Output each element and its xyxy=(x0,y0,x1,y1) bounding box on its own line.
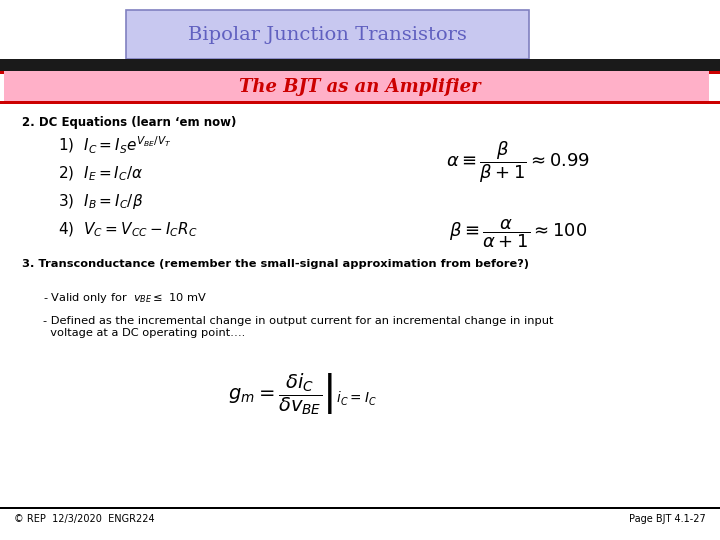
Bar xyxy=(0,59,720,71)
Text: 3. Transconductance (remember the small-signal approximation from before?): 3. Transconductance (remember the small-… xyxy=(22,259,528,269)
Text: $\alpha \equiv \dfrac{\beta}{\beta+1} \approx 0.99$: $\alpha \equiv \dfrac{\beta}{\beta+1} \a… xyxy=(446,139,590,185)
Text: $4)\ \ V_C = V_{CC} - I_C R_C$: $4)\ \ V_C = V_{CC} - I_C R_C$ xyxy=(58,221,197,239)
Bar xyxy=(0,101,720,104)
Text: $g_m = \left.\dfrac{\delta i_C}{\delta v_{BE}}\right|_{i_C = I_C}$: $g_m = \left.\dfrac{\delta i_C}{\delta v… xyxy=(228,372,377,417)
Bar xyxy=(0,71,720,74)
Text: Bipolar Junction Transistors: Bipolar Junction Transistors xyxy=(188,25,467,44)
Text: $1)\ \ I_C = I_S e^{V_{BE}/V_T}$: $1)\ \ I_C = I_S e^{V_{BE}/V_T}$ xyxy=(58,135,171,157)
Bar xyxy=(0,507,720,509)
Text: Page BJT 4.1-27: Page BJT 4.1-27 xyxy=(629,515,706,524)
Text: $3)\ \ I_B = I_C / \beta$: $3)\ \ I_B = I_C / \beta$ xyxy=(58,192,143,212)
Text: © REP  12/3/2020  ENGR224: © REP 12/3/2020 ENGR224 xyxy=(14,515,155,524)
Text: - Defined as the incremental change in output current for an incremental change : - Defined as the incremental change in o… xyxy=(43,316,554,338)
Text: 2. DC Equations (learn ‘em now): 2. DC Equations (learn ‘em now) xyxy=(22,116,236,129)
Text: $\beta \equiv \dfrac{\alpha}{\alpha+1} \approx 100$: $\beta \equiv \dfrac{\alpha}{\alpha+1} \… xyxy=(449,217,588,249)
Text: The BJT as an Amplifier: The BJT as an Amplifier xyxy=(239,78,481,97)
FancyBboxPatch shape xyxy=(126,10,529,59)
Text: - Valid only for  $v_{BE}\leq$ 10 mV: - Valid only for $v_{BE}\leq$ 10 mV xyxy=(43,291,207,305)
FancyBboxPatch shape xyxy=(4,71,709,104)
Text: $2)\ \ I_E = I_C / \alpha$: $2)\ \ I_E = I_C / \alpha$ xyxy=(58,165,143,183)
